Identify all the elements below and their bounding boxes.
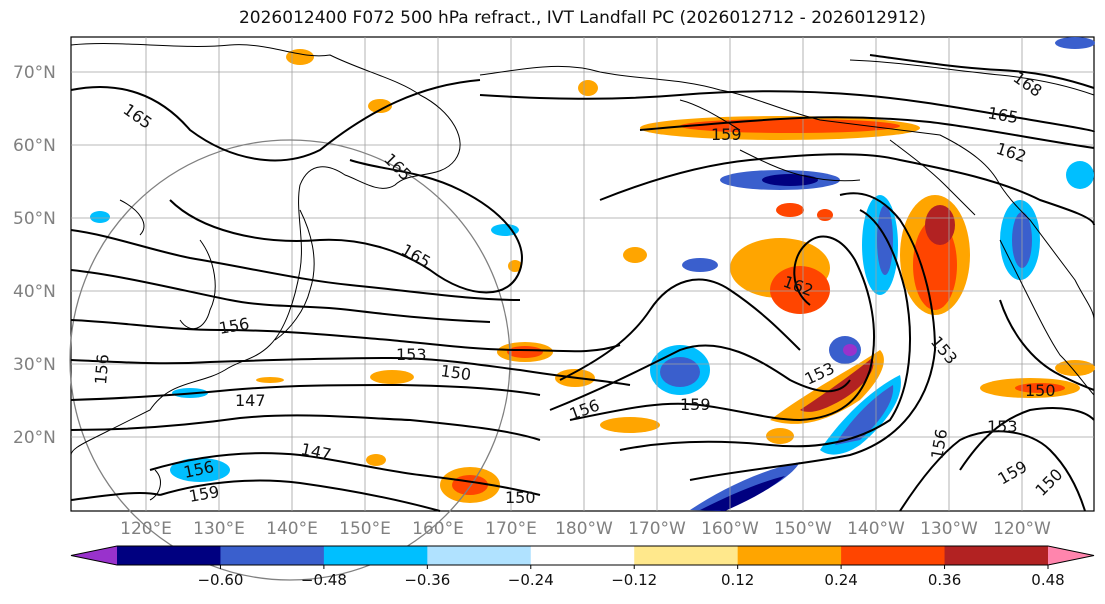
shade-positive [368,99,392,113]
contours [70,54,1095,512]
shade-positive [366,454,386,466]
lat-label: 60°N [13,136,56,156]
lat-label: 50°N [13,209,56,229]
longitude-axis: 120°E 130°E 140°E 150°E 160°E 170°E 180°… [120,519,1051,539]
shade-positive [623,247,647,263]
contour-label: 147 [235,391,266,410]
shade-positive [925,205,955,245]
shade-negative [1055,37,1095,49]
shade-positive [286,49,314,65]
shade-negative [877,205,893,275]
colorbar-tick-label: −0.12 [611,571,657,589]
contour-label: 150 [439,361,472,384]
lon-label: 170°E [485,519,537,539]
shade-negative [491,224,519,236]
colorbar-tick-label: 0.36 [928,571,961,589]
lon-label: 130°E [193,519,245,539]
colorbar-segment [737,546,842,565]
shade-positive [1055,360,1095,376]
shade-positive [578,80,598,96]
coastlines [70,43,1095,501]
colorbar-tick-label: −0.36 [404,571,450,589]
shade-negative [170,458,230,482]
lon-label: 160°W [701,519,759,539]
range-circle [69,139,511,581]
lon-label: 160°E [412,519,464,539]
colorbar-segment [634,546,739,565]
colorbar-tick-label: −0.24 [508,571,554,589]
colorbar-tick-label: 0.24 [824,571,857,589]
contour-label: 150 [505,488,536,507]
contour-label: 159 [711,125,742,144]
colorbar-segment [530,546,635,565]
lat-label: 40°N [13,282,56,302]
colorbar-tick-label: −0.48 [301,571,347,589]
shade-positive [770,350,884,424]
map-title: 2026012400 F072 500 hPa refract., IVT La… [238,8,926,28]
colorbar: −0.60 −0.48 −0.36 −0.24 −0.12 0.12 0.24 0.36 0.4… [70,545,1095,589]
colorbar-tick-label: 0.12 [721,571,754,589]
colorbar-tick-label: −0.60 [197,571,243,589]
colorbar-segment [427,546,532,565]
shade-positive [256,377,284,383]
lon-label: 140°E [266,519,318,539]
colorbar-tick-label: 0.48 [1031,571,1064,589]
shade-negative [682,258,718,272]
gridlines [71,37,1094,511]
shade-positive [776,203,804,217]
shade-negative [690,462,800,511]
lon-label: 140°W [847,519,905,539]
colorbar-segment [117,546,221,565]
shade-negative [90,211,110,223]
colorbar-segment [323,546,428,565]
shade-positive [1015,383,1065,393]
lon-label: 120°W [993,519,1051,539]
lon-label: 130°W [920,519,978,539]
contour-label: 150 [1025,381,1056,400]
shade-positive [452,475,488,495]
lon-label: 150°W [774,519,832,539]
shade-negative [700,476,785,511]
shade-positive [600,417,660,433]
colorbar-segment [841,546,946,565]
lon-label: 150°E [339,519,391,539]
colorbar-extend-min [71,546,117,565]
lat-label: 30°N [13,355,56,375]
contour-label: 156 [91,353,113,385]
lat-label: 70°N [13,63,56,83]
colorbar-outline [70,545,1095,566]
shade-positive [817,209,833,221]
colorbar-extend-max [1048,546,1094,565]
shade-negative [762,174,818,186]
shade-negative [843,344,857,356]
lon-label: 170°W [628,519,686,539]
contour-label: 153 [396,345,427,364]
contour-label: 159 [680,395,711,414]
shade-positive [508,260,522,272]
latitude-axis: 70°N 60°N 50°N 40°N 30°N 20°N [13,63,56,448]
shade-positive [370,370,414,384]
lon-label: 180°W [555,519,613,539]
shade-negative [835,385,894,445]
shade-positive [800,358,874,412]
shade-negative [1066,161,1094,189]
shade-negative [660,357,700,387]
shade-positive [766,428,794,444]
lat-label: 20°N [13,428,56,448]
colorbar-segment [220,546,325,565]
lon-label: 120°E [120,519,172,539]
contour-label: 153 [987,417,1018,436]
shade-positive [507,346,543,358]
map-panel: 165 165 165 168 162 159 165 162 156 153 … [69,36,1095,581]
colorbar-segment [944,546,1049,565]
shade-positive [770,266,830,314]
